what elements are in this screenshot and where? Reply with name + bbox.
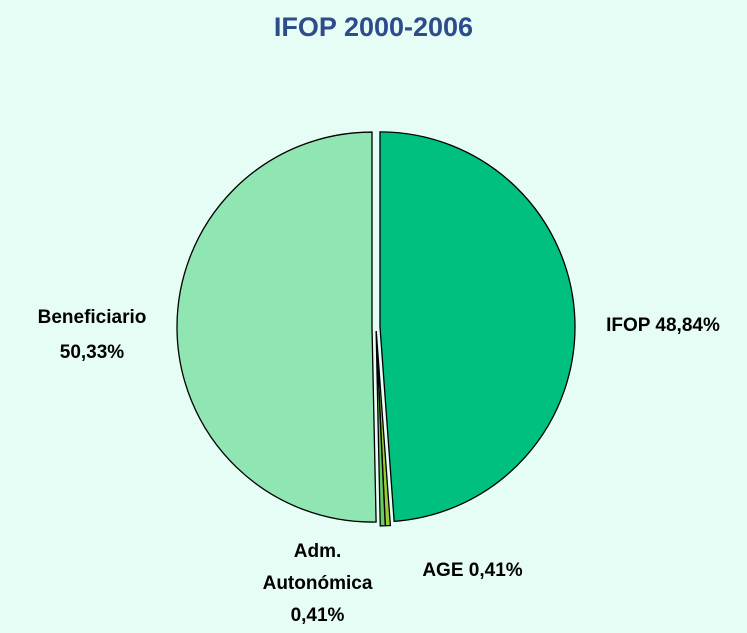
category-label: AGE	[422, 560, 464, 581]
slice-label: Adm. Autonómica 0,41%	[250, 536, 385, 632]
pie-slice	[375, 330, 386, 527]
value-label: 50,33%	[59, 342, 125, 363]
slice-label: IFOP 48,84%	[578, 310, 747, 342]
slice-label: Beneficiario 50,33%	[2, 300, 182, 370]
value-label: 0,41%	[290, 605, 345, 626]
category-label: IFOP	[606, 315, 651, 336]
pie-slice	[176, 131, 377, 523]
category-label: Adm. Autonómica	[262, 541, 373, 594]
category-label: Beneficiario	[37, 307, 147, 328]
chart-title: IFOP 2000-2006	[273, 12, 474, 42]
value-label: 0,41%	[468, 560, 523, 581]
pie-slice	[379, 131, 576, 523]
slice-label: AGE 0,41%	[395, 555, 550, 587]
value-label: 48,84%	[655, 315, 720, 336]
